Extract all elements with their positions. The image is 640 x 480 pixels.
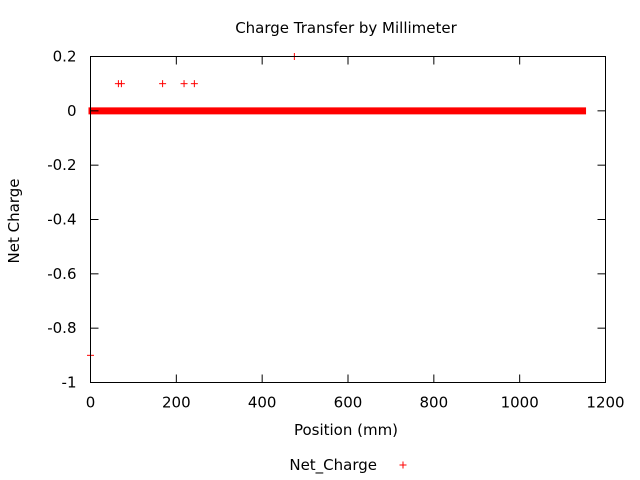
x-tick-label: 1200 <box>586 394 624 412</box>
x-axis-ticks: 0 200 400 600 800 1000 1200 <box>86 56 625 412</box>
legend-marker-net-charge <box>399 461 407 469</box>
x-tick-label: 200 <box>162 394 191 412</box>
legend-marker-plus <box>399 461 407 469</box>
x-tick-label: 1000 <box>501 394 539 412</box>
plot-frame <box>90 56 606 383</box>
y-tick-label: -0.8 <box>47 319 76 337</box>
y-tick-label: -0.6 <box>47 265 76 283</box>
chart-title: Charge Transfer by Millimeter <box>235 19 457 37</box>
y-axis-ticks: 0.2 0 -0.2 -0.4 -0.6 -0.8 -1 <box>47 48 606 392</box>
data-point <box>190 80 198 88</box>
y-axis-label: Net Charge <box>5 179 23 264</box>
y-tick-label: -1 <box>62 374 77 392</box>
x-tick-label: 800 <box>420 394 449 412</box>
legend: Net_Charge <box>289 456 407 475</box>
y-tick-label: -0.4 <box>47 211 76 229</box>
y-tick-label: 0.2 <box>53 48 77 66</box>
x-tick-label: 600 <box>334 394 363 412</box>
x-tick-label: 0 <box>86 394 96 412</box>
y-tick-label: -0.2 <box>47 156 76 174</box>
legend-label-net-charge: Net_Charge <box>289 456 377 475</box>
x-tick-label: 400 <box>248 394 277 412</box>
data-point <box>159 80 167 88</box>
x-axis-label: Position (mm) <box>294 421 398 439</box>
y-tick-label: 0 <box>67 102 77 120</box>
plot-markers <box>87 53 587 359</box>
data-point <box>117 80 125 88</box>
data-point <box>180 80 188 88</box>
